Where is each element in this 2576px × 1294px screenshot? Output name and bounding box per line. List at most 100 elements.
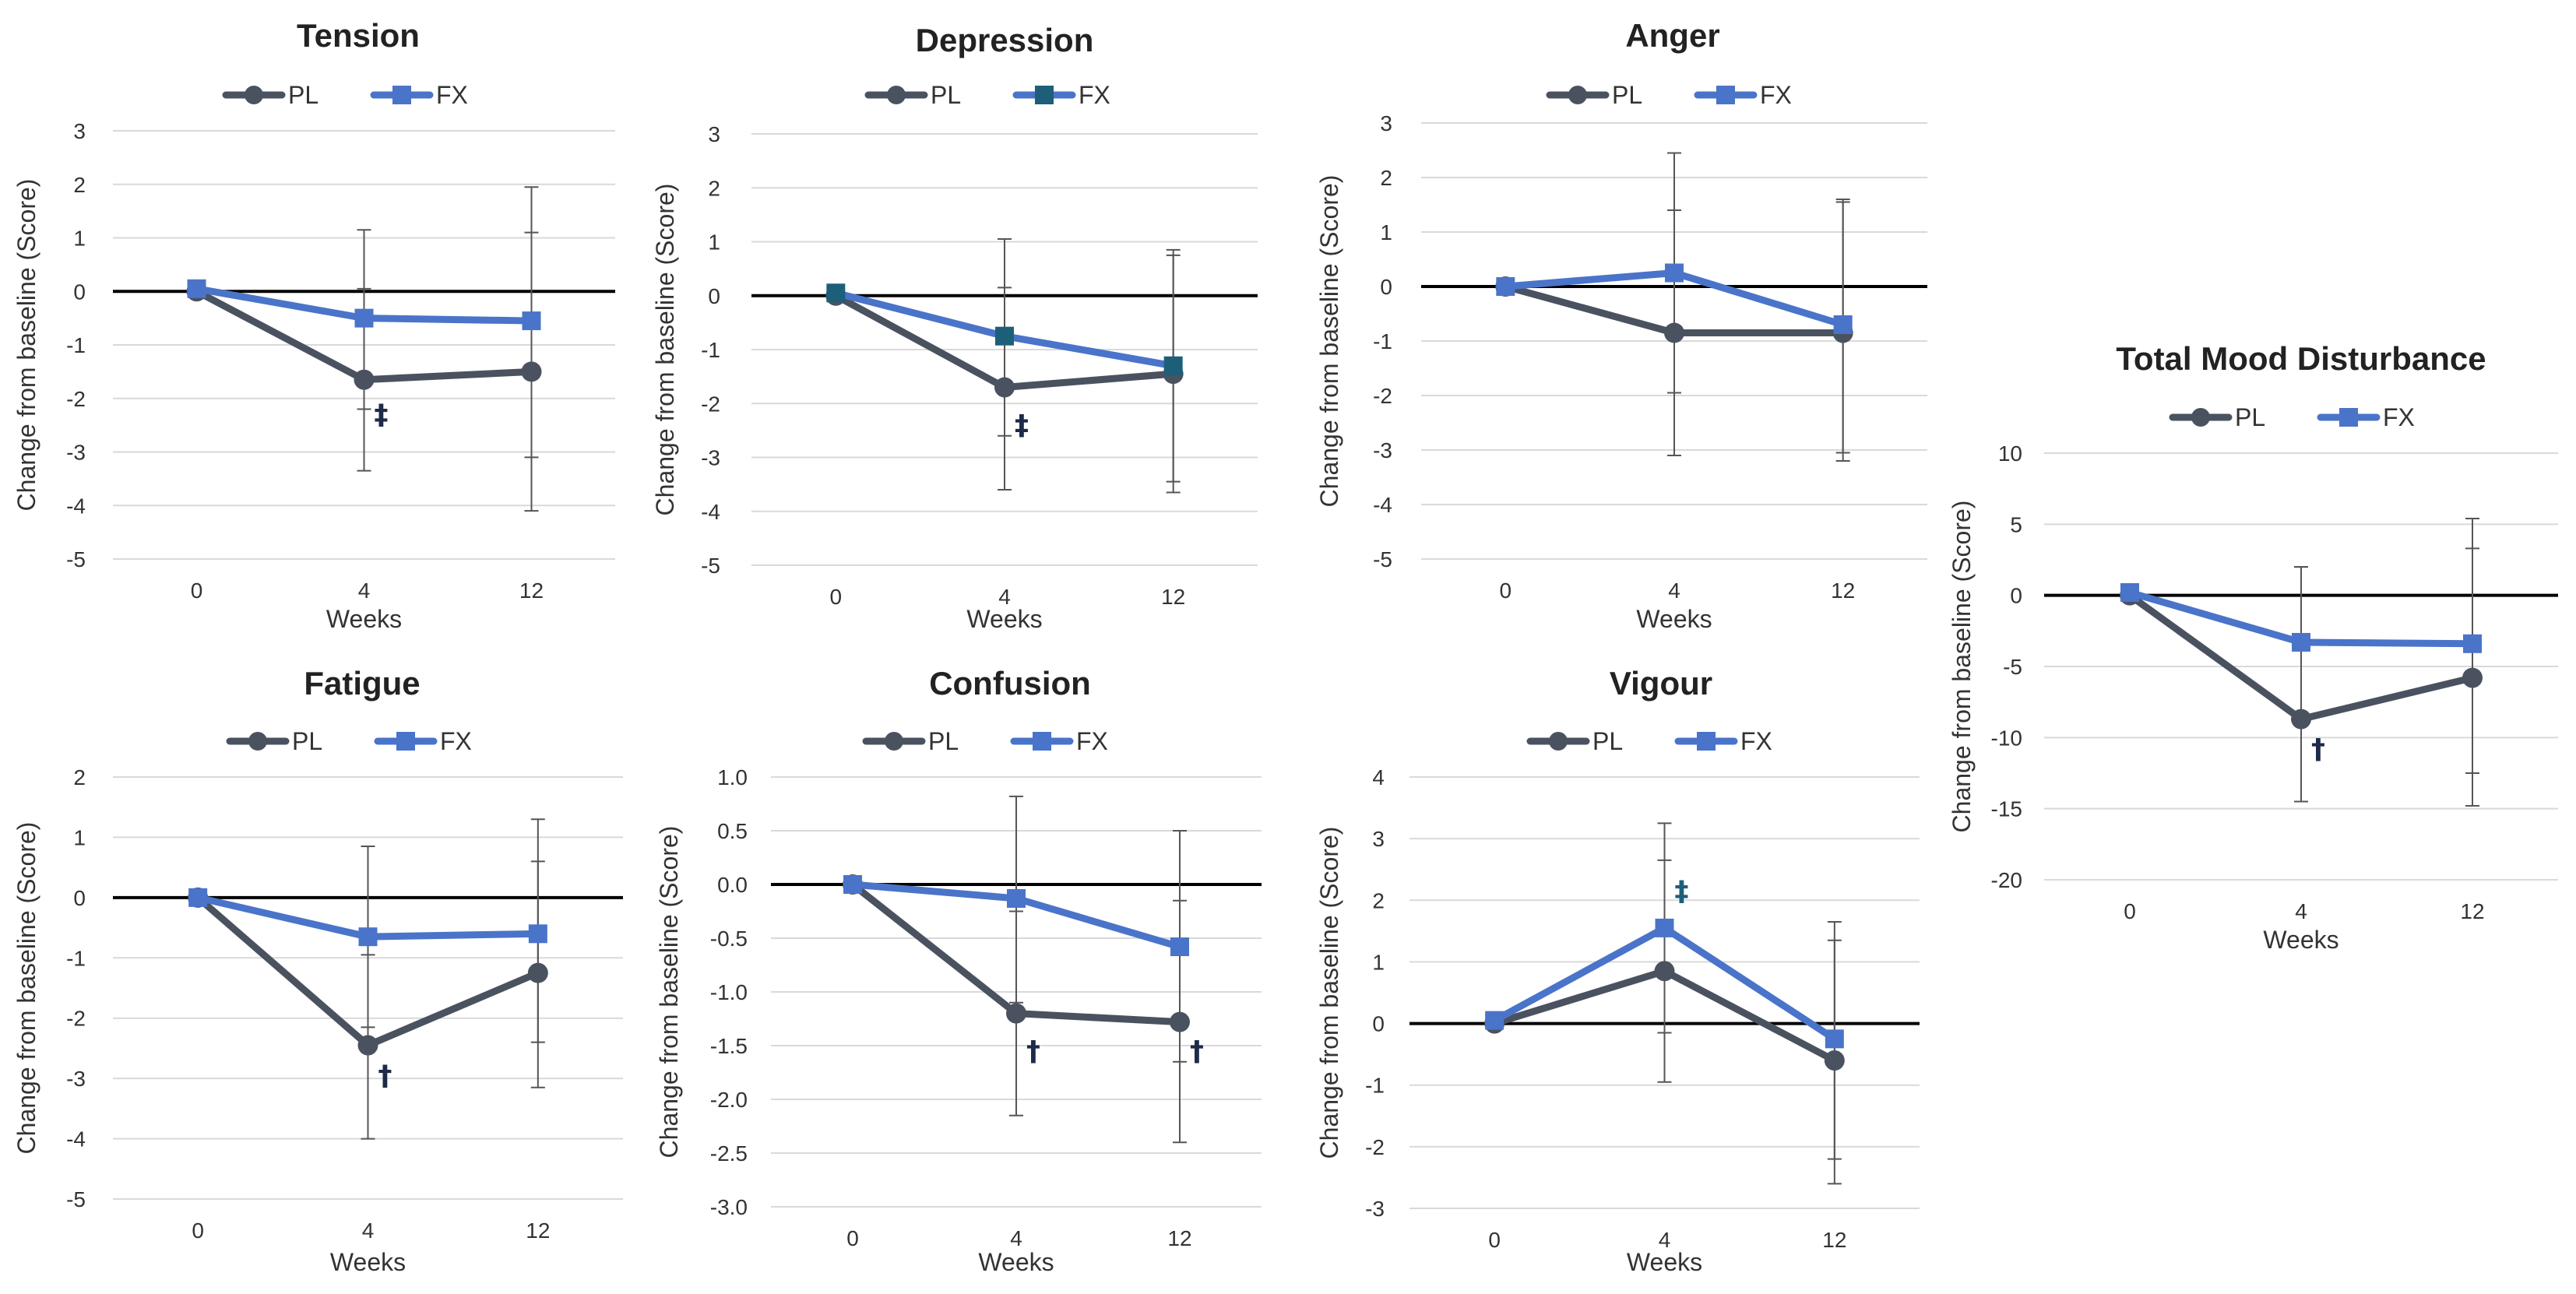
y-tick-label: -3 xyxy=(66,441,86,465)
data-point-PL xyxy=(2291,709,2311,730)
legend-marker-PL xyxy=(885,732,903,751)
legend-label-FX: FX xyxy=(1740,727,1772,755)
y-tick-label: -1 xyxy=(66,946,86,970)
x-tick-label: 4 xyxy=(1668,578,1680,603)
y-tick-label: 0.5 xyxy=(717,819,748,843)
y-tick-label: 1 xyxy=(1380,220,1392,244)
y-tick-label: 0 xyxy=(1372,1012,1385,1036)
data-point-FX xyxy=(522,311,541,331)
y-tick-label: -2 xyxy=(1365,1135,1385,1159)
y-tick-label: -4 xyxy=(1373,493,1392,517)
legend-label-FX: FX xyxy=(2383,403,2415,431)
x-tick-label: 12 xyxy=(2460,899,2484,923)
data-point-PL xyxy=(1664,322,1684,343)
y-tick-label: -0.5 xyxy=(710,927,748,951)
legend-marker-FX xyxy=(2339,408,2358,427)
y-axis-label: Change from baseline (Score) xyxy=(1315,827,1343,1159)
data-point-FX xyxy=(1485,1011,1504,1030)
y-tick-label: 1 xyxy=(73,825,86,849)
data-point-FX xyxy=(843,875,862,894)
data-point-FX xyxy=(2292,632,2310,652)
x-tick-label: 0 xyxy=(192,1218,204,1243)
y-axis-label: Change from baseline (Score) xyxy=(12,179,40,512)
x-tick-label: 0 xyxy=(1488,1228,1501,1252)
data-point-FX xyxy=(188,888,208,907)
y-axis-label: Change from baseline (Score) xyxy=(651,184,679,516)
legend-label-FX: FX xyxy=(436,81,468,109)
data-point-FX xyxy=(2463,634,2482,653)
y-tick-label: -5 xyxy=(2003,655,2022,679)
significance-marker: † xyxy=(378,1060,392,1092)
significance-marker: ‡ xyxy=(1675,875,1689,907)
legend-marker-FX xyxy=(1697,732,1716,751)
legend-label-PL: PL xyxy=(1612,81,1642,109)
x-tick-label: 0 xyxy=(191,578,203,603)
chart-title: Fatigue xyxy=(304,665,420,702)
y-tick-label: 0 xyxy=(708,284,720,308)
y-tick-label: -4 xyxy=(66,494,86,518)
y-axis-label: Change from baseline (Score) xyxy=(655,826,683,1159)
x-tick-label: 0 xyxy=(830,585,843,609)
x-tick-label: 4 xyxy=(1010,1226,1022,1250)
x-tick-label: 0 xyxy=(2124,899,2136,923)
y-tick-label: -2.5 xyxy=(710,1141,748,1166)
legend-label-PL: PL xyxy=(288,81,318,109)
x-tick-label: 12 xyxy=(1161,585,1185,609)
data-point-FX xyxy=(995,326,1014,346)
chart-tmd: 10 5 0 -5 -10 -15 -20 0 4 12 Total Mood Disturbanc… xyxy=(1948,340,2558,954)
y-tick-label: -5 xyxy=(701,554,720,578)
x-axis-label: Weeks xyxy=(1636,605,1712,633)
x-tick-label: 0 xyxy=(846,1226,859,1250)
y-axis-label: Change from baseline (Score) xyxy=(12,822,40,1155)
y-tick-label: -5 xyxy=(66,1187,86,1211)
significance-marker: ‡ xyxy=(1015,410,1029,441)
y-tick-label: 2 xyxy=(1372,888,1385,912)
y-tick-label: -4 xyxy=(701,500,720,524)
legend-marker-FX xyxy=(392,86,411,104)
y-tick-label: -1 xyxy=(1365,1074,1385,1098)
chart-title: Anger xyxy=(1625,17,1719,54)
data-point-PL xyxy=(521,361,542,382)
data-point-PL xyxy=(2462,667,2483,688)
x-tick-label: 4 xyxy=(998,585,1011,609)
data-point-FX xyxy=(1496,277,1515,296)
y-axis-label: Change from baseline (Score) xyxy=(1948,501,1976,833)
y-tick-label: 1 xyxy=(73,227,86,251)
y-tick-label: -15 xyxy=(1991,797,2022,821)
significance-marker: † xyxy=(1026,1036,1040,1067)
legend-marker-FX xyxy=(396,732,415,751)
y-tick-label: -3 xyxy=(1365,1197,1385,1221)
data-point-PL xyxy=(357,1035,378,1056)
x-tick-label: 12 xyxy=(526,1218,550,1243)
y-tick-label: -2.0 xyxy=(710,1088,748,1112)
legend-label-PL: PL xyxy=(2235,403,2265,431)
chart-depression: 3 2 1 0 -1 -2 -3 -4 -5 0 4 12 Depression Weeks Change … xyxy=(651,22,1258,633)
data-point-PL xyxy=(994,377,1015,398)
y-tick-label: 3 xyxy=(1372,827,1385,851)
y-tick-label: -1.0 xyxy=(710,980,748,1004)
y-tick-label: -2 xyxy=(66,387,86,411)
legend-marker-PL xyxy=(1549,732,1568,751)
y-tick-label: 3 xyxy=(1380,111,1392,135)
x-tick-label: 4 xyxy=(2295,899,2307,923)
significance-marker: † xyxy=(1190,1036,1204,1067)
legend-marker-FX xyxy=(1716,86,1735,104)
y-tick-label: 4 xyxy=(1372,765,1385,789)
chart-fatigue: 2 1 0 -1 -2 -3 -4 -5 0 4 12 Fatigue Weeks Change from… xyxy=(12,665,623,1276)
x-axis-label: Weeks xyxy=(1627,1248,1702,1276)
x-tick-label: 12 xyxy=(1831,578,1855,603)
y-tick-label: 0 xyxy=(73,280,86,304)
data-point-FX xyxy=(1825,1029,1844,1049)
y-tick-label: -3 xyxy=(1373,438,1392,462)
data-point-PL xyxy=(1170,1011,1190,1032)
y-tick-label: 5 xyxy=(2010,512,2022,536)
legend-label-FX: FX xyxy=(440,727,472,755)
y-tick-label: 1.0 xyxy=(717,765,748,789)
x-tick-label: 12 xyxy=(1822,1228,1846,1252)
data-point-FX xyxy=(1833,315,1853,334)
chart-title: Vigour xyxy=(1610,665,1712,702)
y-tick-label: -10 xyxy=(1991,726,2022,750)
x-axis-label: Weeks xyxy=(326,605,402,633)
legend-label-FX: FX xyxy=(1079,81,1110,109)
x-tick-label: 4 xyxy=(1659,1228,1671,1252)
